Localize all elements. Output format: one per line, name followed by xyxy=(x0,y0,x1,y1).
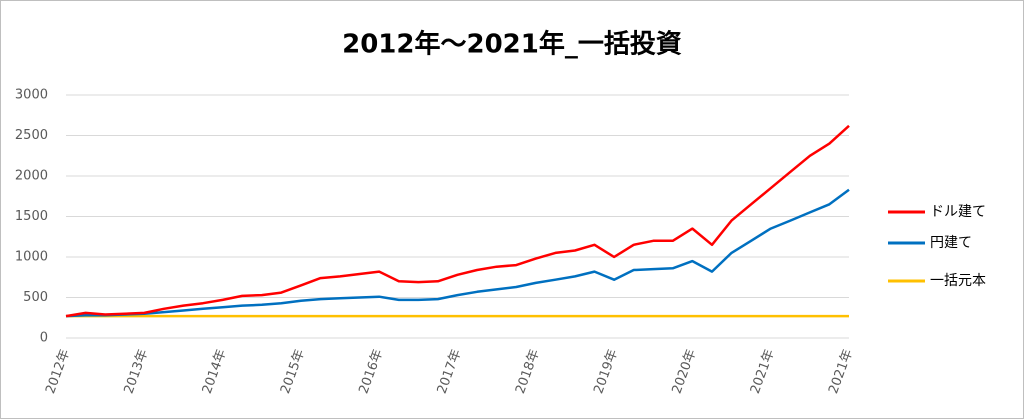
y-tick-label: 2500 xyxy=(15,128,48,143)
series-line xyxy=(65,188,850,318)
legend-label: ドル建て xyxy=(930,204,986,220)
y-tick-label: 1500 xyxy=(15,209,48,224)
y-tick-label: 0 xyxy=(40,331,48,346)
y-tick-label: 2000 xyxy=(15,169,48,184)
y-tick-label: 500 xyxy=(23,290,48,305)
series-line xyxy=(65,124,850,318)
legend-label: 一括元本 xyxy=(930,273,986,289)
chart-title: 2012年～2021年_一括投資 xyxy=(342,29,682,60)
y-tick-label: 1000 xyxy=(15,250,48,265)
y-tick-label: 3000 xyxy=(15,88,48,103)
legend-label: 円建て xyxy=(930,235,972,251)
